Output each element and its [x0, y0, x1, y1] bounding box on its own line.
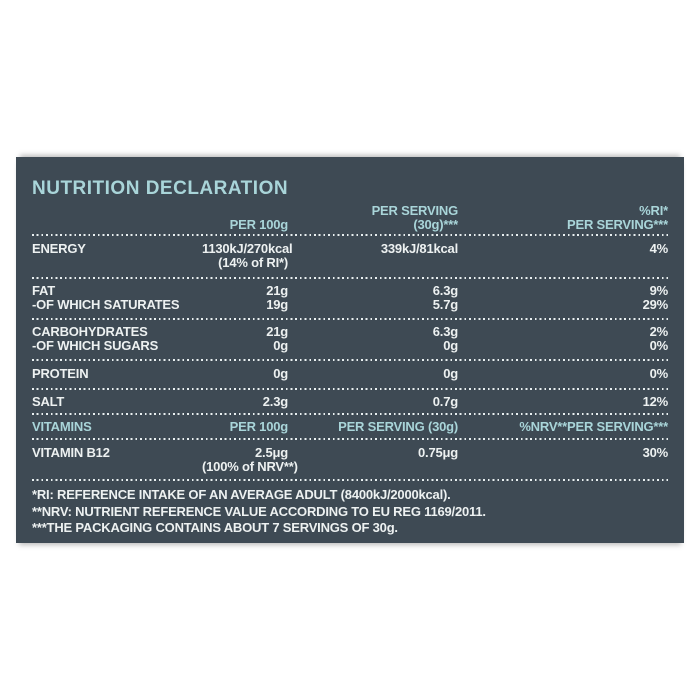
- nutrient-section: SALT 2.3g 0.7g 12%: [32, 390, 668, 411]
- nutrient-label: SALT: [32, 394, 65, 409]
- value-percent: 12%: [642, 394, 669, 409]
- value-per-serving: 6.3g: [432, 283, 458, 298]
- value-percent: 0%: [649, 366, 669, 381]
- value-per-100g: 1130kJ/270kcal: [202, 241, 293, 256]
- nutrient-row: -OF WHICH SUGARS 0g 0g 0%: [32, 339, 668, 353]
- nutrient-label: PROTEIN: [32, 366, 89, 381]
- header-percent-ri-line1: %RI*: [639, 203, 668, 218]
- dotted-divider: [32, 277, 668, 279]
- dotted-divider: [32, 318, 668, 320]
- value-percent: 0%: [649, 338, 669, 353]
- nutrient-label: CARBOHYDRATES: [32, 324, 148, 339]
- value-per-100g: 19g: [266, 297, 288, 312]
- footnotes: *RI: REFERENCE INTAKE OF AN AVERAGE ADUL…: [32, 481, 668, 537]
- nutrient-row: -OF WHICH SATURATES 19g 5.7g 29%: [32, 298, 668, 312]
- vitamin-rows: VITAMIN B12 2.5μg 0.75μg 30% (100% of NRV**): [32, 440, 668, 481]
- dotted-divider: [32, 479, 668, 481]
- nutrient-row: ENERGY 1130kJ/270kcal 339kJ/81kcal 4% (14% o…: [32, 242, 668, 270]
- nutrient-label: FAT: [32, 283, 55, 298]
- value-percent: 4%: [649, 241, 669, 256]
- value-per-serving: 5.7g: [432, 297, 458, 312]
- nutrient-row: VITAMIN B12 2.5μg 0.75μg 30% (100% of NRV**): [32, 446, 668, 474]
- value-percent: 30%: [642, 445, 669, 460]
- vitamins-header-label: VITAMINS: [32, 419, 92, 434]
- value-percent: 29%: [642, 297, 669, 312]
- value-percent: 2%: [649, 324, 669, 339]
- value-per-100g: 2.3g: [262, 394, 288, 409]
- value-per-serving: 339kJ/81kcal: [380, 241, 458, 256]
- nutrient-label: -OF WHICH SATURATES: [32, 297, 180, 312]
- nutrient-label: -OF WHICH SUGARS: [32, 338, 159, 353]
- nutrient-row: PROTEIN 0g 0g 0%: [32, 367, 668, 381]
- footnote-line: **NRV: NUTRIENT REFERENCE VALUE ACCORDIN…: [32, 503, 486, 519]
- value-per-100g-note: (14% of RI*): [218, 255, 288, 270]
- vitamins-header-row: VITAMINS PER 100g PER SERVING (30g) %NRV…: [32, 415, 668, 436]
- dotted-divider: [32, 234, 668, 236]
- value-per-serving: 0.75μg: [418, 445, 458, 460]
- vitamins-header-per-100g: PER 100g: [229, 419, 289, 434]
- value-per-100g-note: (100% of NRV**): [202, 459, 298, 474]
- header-percent-ri: %RI* PER SERVING***: [458, 204, 668, 232]
- value-percent: 9%: [649, 283, 669, 298]
- value-per-serving: 0g: [443, 338, 458, 353]
- nutrient-section: PROTEIN 0g 0g 0%: [32, 361, 668, 386]
- dotted-divider: [32, 438, 668, 440]
- header-per-serving-line2: (30g)***: [413, 217, 458, 232]
- nutrient-rows: ENERGY 1130kJ/270kcal 339kJ/81kcal 4% (14% o…: [32, 236, 668, 415]
- value-per-100g: 2.5μg: [255, 445, 288, 460]
- nutrient-section: CARBOHYDRATES 21g 6.3g 2% -OF WHICH SUGARS 0g…: [32, 320, 668, 357]
- header-per-serving-line1: PER SERVING: [371, 203, 459, 218]
- header-per-100g: PER 100g: [229, 217, 289, 232]
- nutrient-label: VITAMIN B12: [32, 445, 110, 460]
- value-per-serving: 6.3g: [432, 324, 458, 339]
- value-per-100g: 21g: [266, 324, 288, 339]
- dotted-divider: [32, 413, 668, 415]
- nutrient-row: FAT 21g 6.3g 9%: [32, 284, 668, 298]
- nutrient-section: FAT 21g 6.3g 9% -OF WHICH SATURATES 19g 5.7g 29…: [32, 279, 668, 316]
- header-per-serving: PER SERVING (30g)***: [288, 203, 459, 232]
- nutrient-row: CARBOHYDRATES 21g 6.3g 2%: [32, 325, 668, 339]
- footnote-line: *RI: REFERENCE INTAKE OF AN AVERAGE ADUL…: [32, 487, 451, 502]
- nutrient-row: SALT 2.3g 0.7g 12%: [32, 395, 668, 409]
- vitamin-section: VITAMIN B12 2.5μg 0.75μg 30% (100% of NRV**): [32, 440, 668, 477]
- nutrition-declaration-title: NUTRITION DECLARATION: [32, 178, 289, 199]
- value-per-100g: 0g: [273, 366, 288, 381]
- value-per-serving: 0g: [443, 366, 458, 381]
- dotted-divider: [32, 388, 668, 390]
- nutrient-label: ENERGY: [32, 241, 86, 256]
- header-percent-ri-line2: PER SERVING***: [567, 217, 668, 232]
- vitamins-header-nrv: %NRV**PER SERVING***: [519, 419, 668, 434]
- nutrition-label-panel: NUTRITION DECLARATION PER 100g PER SERVI…: [16, 157, 684, 543]
- footnote-line: ***THE PACKAGING CONTAINS ABOUT 7 SERVIN…: [32, 520, 398, 535]
- dotted-divider: [32, 359, 668, 361]
- value-per-100g: 21g: [266, 283, 288, 298]
- nutrient-section: ENERGY 1130kJ/270kcal 339kJ/81kcal 4% (14% o…: [32, 236, 668, 275]
- vitamins-header-per-serving: PER SERVING (30g): [338, 419, 458, 434]
- value-per-serving: 0.7g: [432, 394, 458, 409]
- table-header-row: PER 100g PER SERVING (30g)*** %RI* PER S…: [32, 203, 669, 232]
- value-per-100g: 0g: [273, 338, 288, 353]
